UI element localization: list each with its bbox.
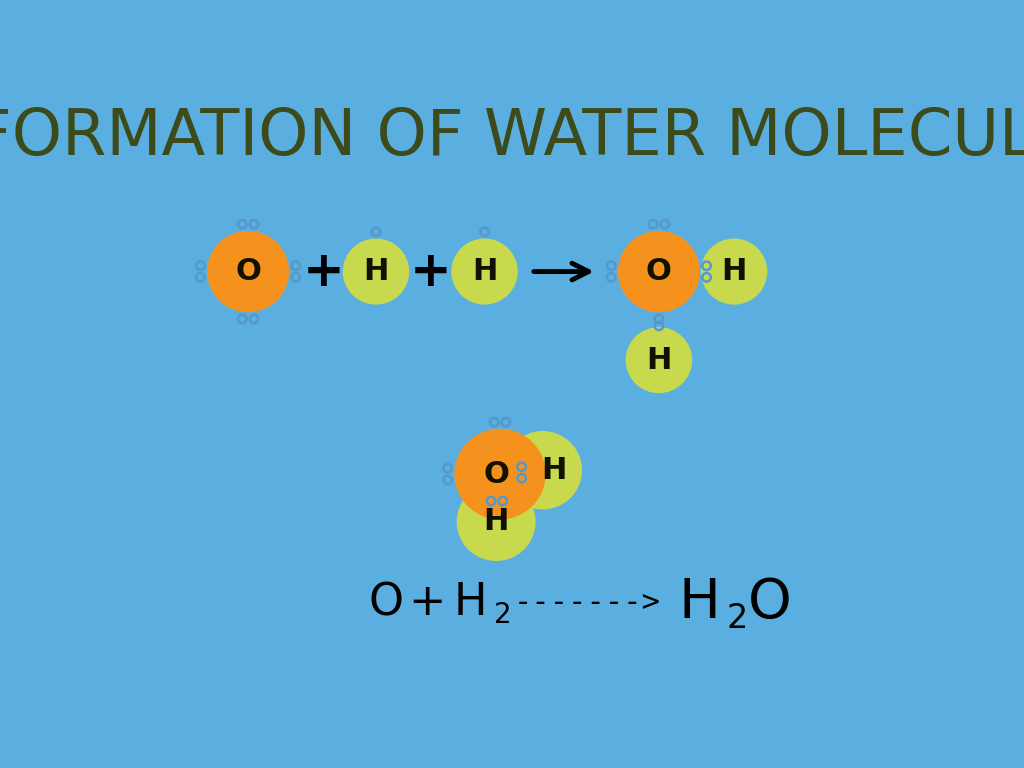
- Text: H: H: [542, 455, 567, 485]
- Text: O: O: [483, 459, 509, 488]
- Circle shape: [452, 239, 517, 304]
- Circle shape: [208, 231, 289, 312]
- Text: O: O: [748, 576, 792, 630]
- Circle shape: [458, 483, 535, 561]
- Text: H: H: [472, 257, 498, 286]
- Text: O: O: [646, 257, 672, 286]
- Circle shape: [618, 231, 699, 312]
- Circle shape: [701, 239, 767, 304]
- Circle shape: [627, 328, 691, 392]
- Text: H: H: [678, 576, 720, 630]
- Text: H: H: [454, 581, 487, 624]
- Text: 2: 2: [726, 601, 748, 634]
- Text: +: +: [409, 581, 445, 624]
- Text: H: H: [483, 508, 509, 536]
- Text: +: +: [302, 247, 344, 296]
- Text: O: O: [236, 257, 261, 286]
- Text: H: H: [364, 257, 389, 286]
- Text: FORMATION OF WATER MOLECULE: FORMATION OF WATER MOLECULE: [0, 106, 1024, 168]
- Text: +: +: [410, 247, 452, 296]
- Circle shape: [343, 239, 409, 304]
- Text: ------->: ------->: [514, 588, 660, 617]
- Text: H: H: [646, 346, 672, 375]
- Text: 2: 2: [494, 601, 511, 629]
- Circle shape: [504, 432, 582, 508]
- Text: H: H: [721, 257, 746, 286]
- Text: O: O: [369, 581, 403, 624]
- Circle shape: [455, 429, 545, 518]
